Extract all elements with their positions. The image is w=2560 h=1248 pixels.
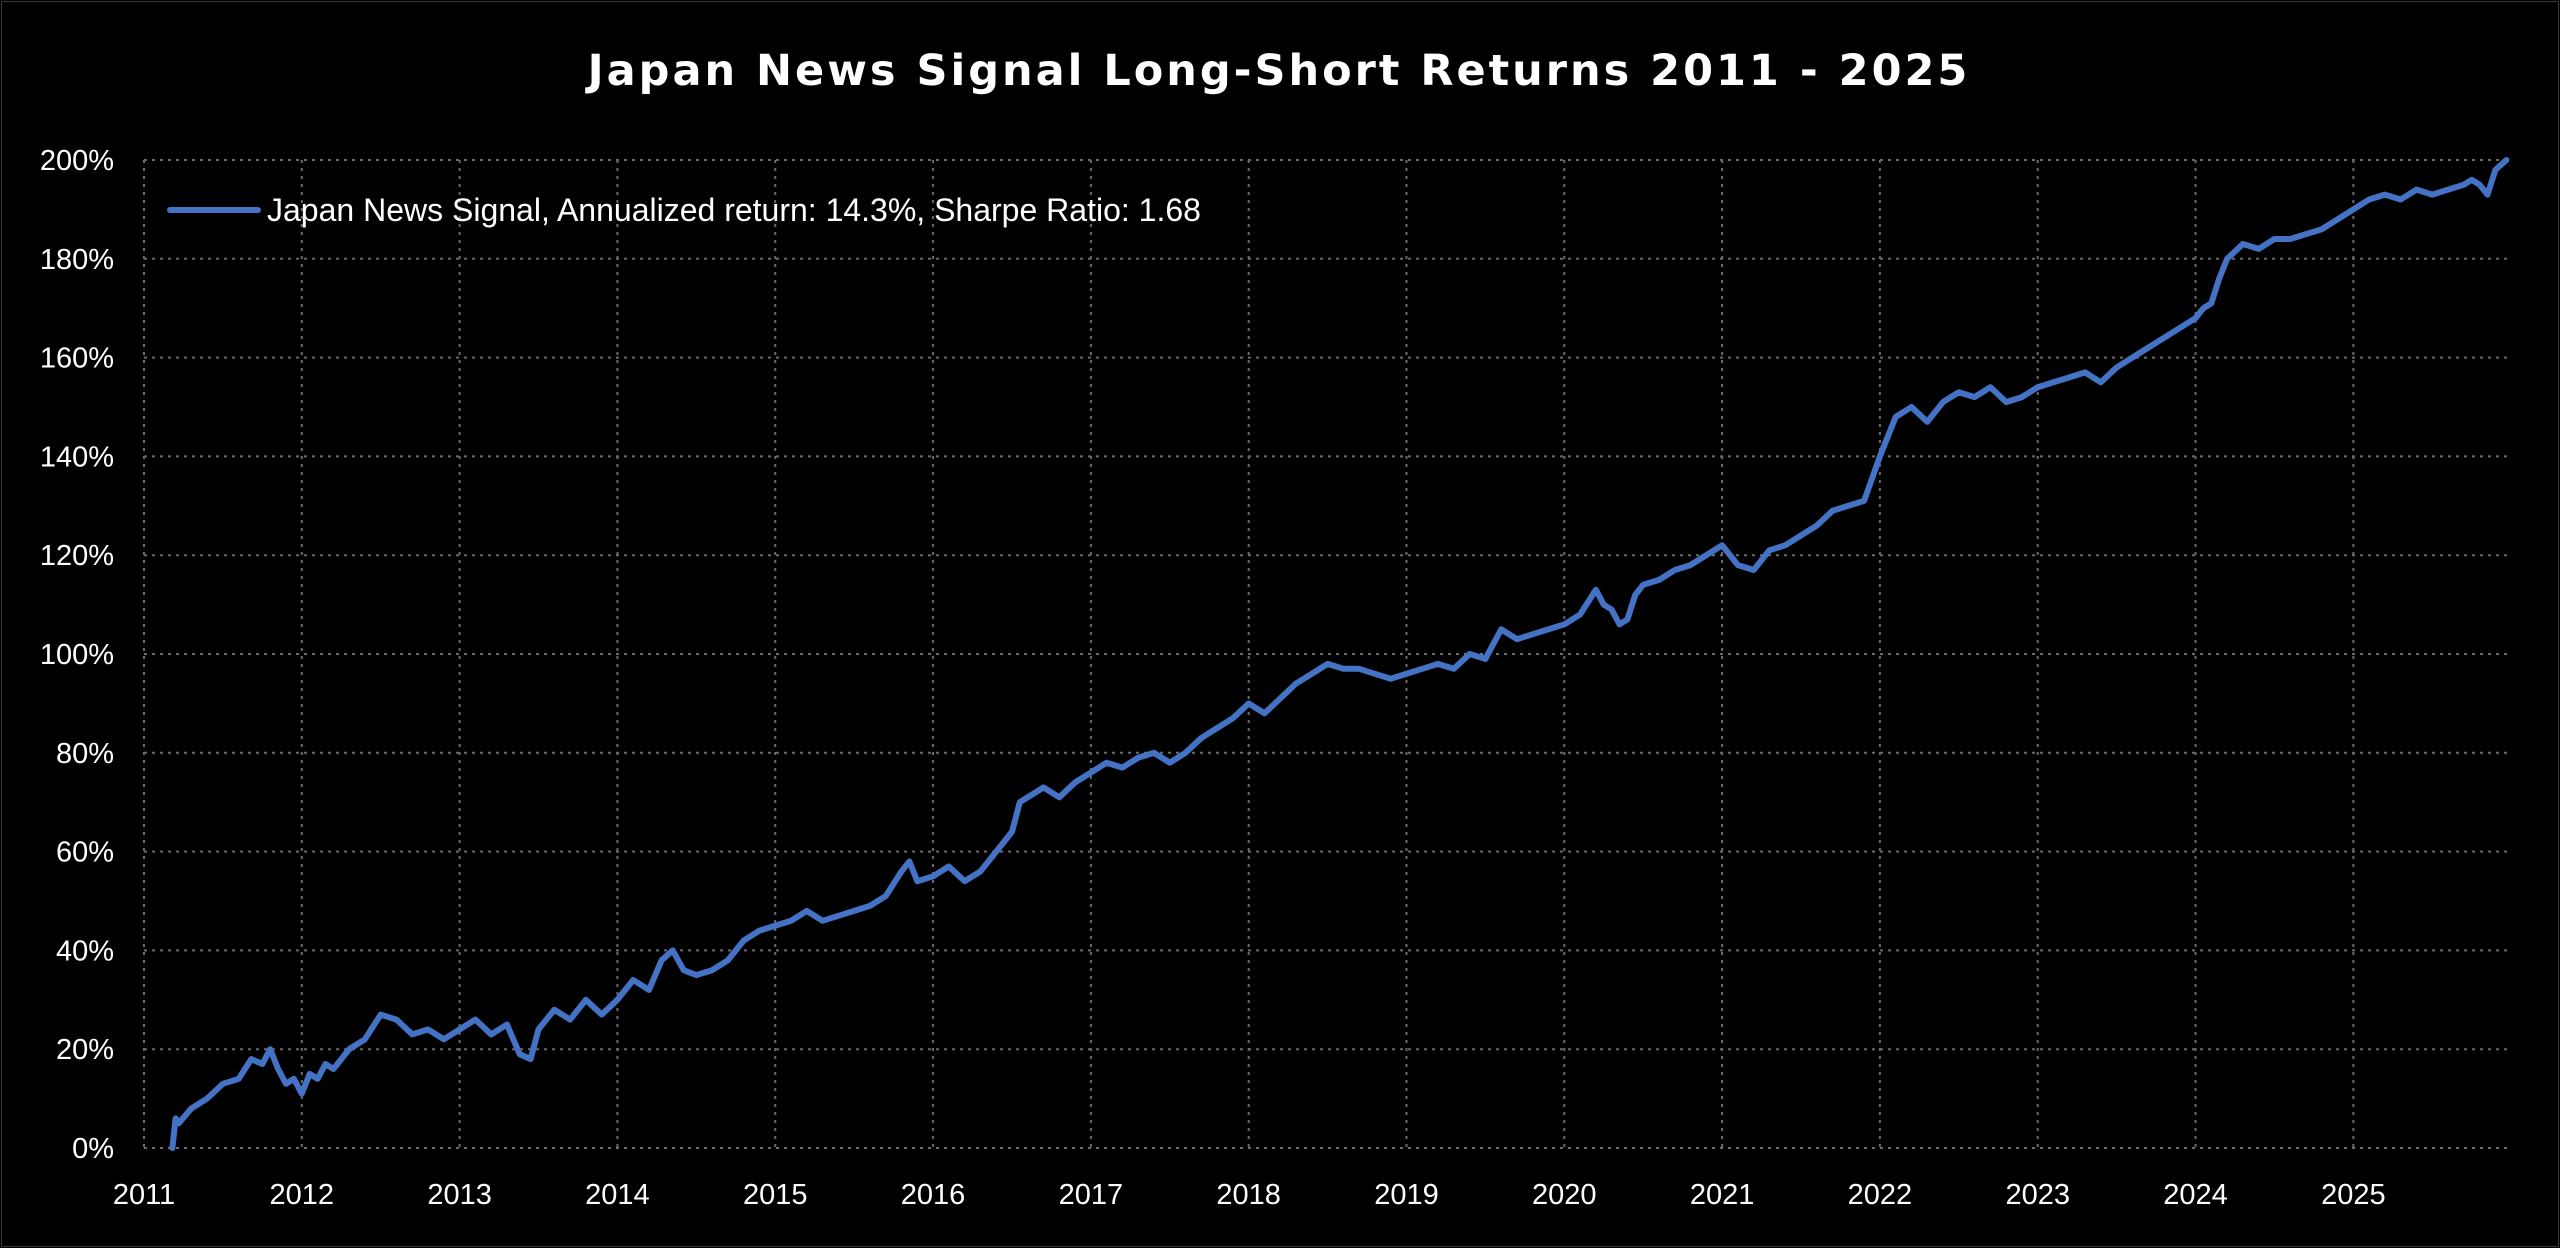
y-tick-label: 0% bbox=[72, 1133, 114, 1165]
x-tick-label: 2025 bbox=[2321, 1179, 2386, 1211]
x-tick-label: 2020 bbox=[1532, 1179, 1597, 1211]
x-axis-tick-labels: 2011 2012 2013 2014 2015 2016 2017 2018 2019 2020… bbox=[113, 1179, 2386, 1211]
legend-label: Japan News Signal, Annualized return: 14… bbox=[267, 192, 1201, 228]
x-tick-label: 2016 bbox=[901, 1179, 966, 1211]
y-tick-label: 160% bbox=[40, 343, 114, 375]
x-tick-label: 2014 bbox=[585, 1179, 650, 1211]
x-tick-label: 2011 bbox=[113, 1179, 175, 1211]
x-tick-label: 2012 bbox=[270, 1179, 335, 1211]
y-tick-label: 200% bbox=[40, 145, 114, 177]
y-tick-label: 120% bbox=[40, 540, 114, 572]
y-axis-tick-labels: 0% 20% 40% 60% 80% 100% 120% 140% 160% 180% 200% bbox=[40, 145, 114, 1165]
legend: Japan News Signal, Annualized return: 14… bbox=[167, 192, 1201, 228]
y-tick-label: 80% bbox=[56, 738, 114, 770]
x-tick-label: 2022 bbox=[1848, 1179, 1913, 1211]
x-tick-label: 2013 bbox=[427, 1179, 492, 1211]
y-tick-label: 140% bbox=[40, 441, 114, 473]
series-line bbox=[169, 157, 2510, 1151]
y-tick-label: 180% bbox=[40, 244, 114, 276]
x-tick-label: 2019 bbox=[1374, 1179, 1439, 1211]
series-layer bbox=[169, 157, 2510, 1151]
y-tick-label: 100% bbox=[40, 639, 114, 671]
x-tick-label: 2015 bbox=[743, 1179, 808, 1211]
y-tick-label: 60% bbox=[56, 837, 114, 869]
x-tick-label: 2021 bbox=[1690, 1179, 1755, 1211]
x-tick-label: 2018 bbox=[1216, 1179, 1281, 1211]
x-tick-label: 2024 bbox=[2163, 1179, 2228, 1211]
x-tick-label: 2023 bbox=[2005, 1179, 2070, 1211]
y-tick-label: 20% bbox=[56, 1034, 114, 1066]
grid-lines bbox=[143, 159, 2508, 1149]
x-tick-label: 2017 bbox=[1059, 1179, 1124, 1211]
y-tick-label: 40% bbox=[56, 935, 114, 967]
chart-title: Japan News Signal Long-Short Returns 201… bbox=[585, 46, 1971, 96]
